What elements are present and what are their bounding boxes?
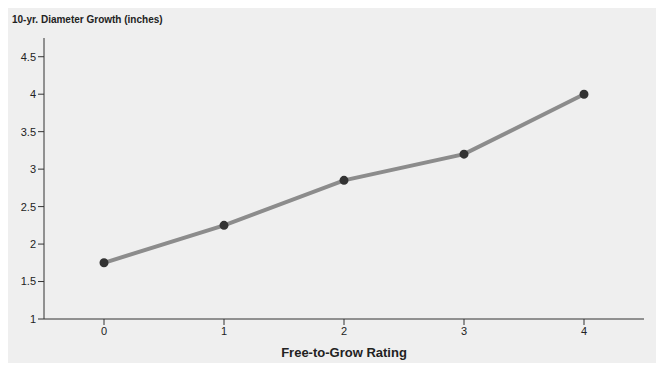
svg-text:2.5: 2.5 — [21, 201, 36, 213]
svg-text:1: 1 — [30, 313, 36, 325]
svg-text:Free-to-Grow Rating: Free-to-Grow Rating — [281, 345, 407, 360]
svg-text:1.5: 1.5 — [21, 275, 36, 287]
svg-text:4: 4 — [30, 88, 36, 100]
svg-text:0: 0 — [101, 325, 107, 337]
svg-text:1: 1 — [221, 325, 227, 337]
svg-text:3.5: 3.5 — [21, 126, 36, 138]
html-text:10-yr. Diameter Growth (inches: 10-yr. Diameter Growth (inches) — [12, 14, 163, 25]
svg-text:4.5: 4.5 — [21, 51, 36, 63]
svg-text:2: 2 — [341, 325, 347, 337]
svg-text:3: 3 — [461, 325, 467, 337]
svg-text:4: 4 — [581, 325, 587, 337]
svg-text:2: 2 — [30, 238, 36, 250]
svg-text:3: 3 — [30, 163, 36, 175]
